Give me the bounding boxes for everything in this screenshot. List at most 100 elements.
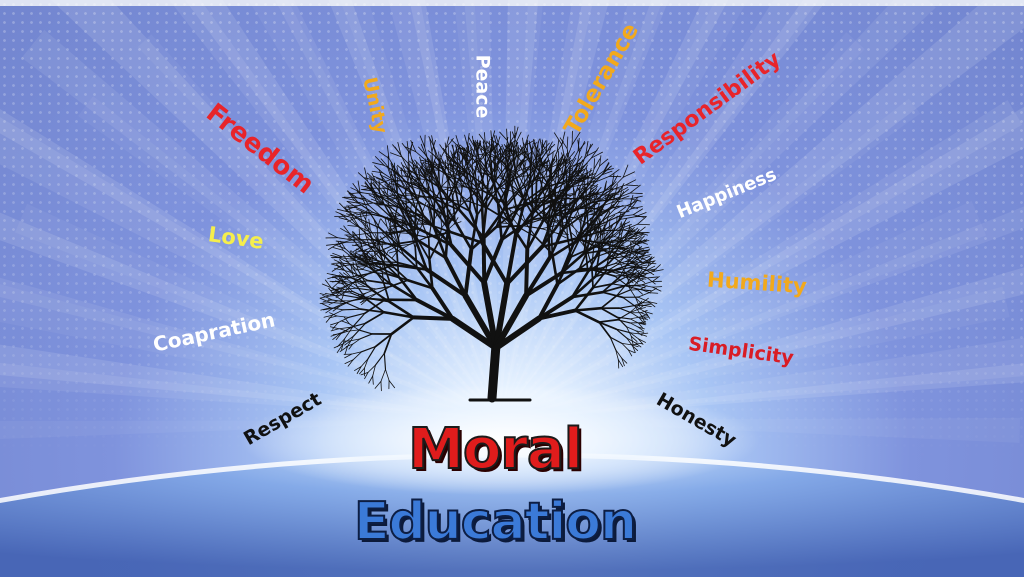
tree-branch: [475, 192, 488, 209]
tree-branch: [557, 169, 560, 184]
tree-branch: [476, 150, 482, 165]
tree-branch: [531, 196, 537, 208]
tree-branch: [504, 149, 508, 161]
tree-branch: [538, 150, 548, 163]
tree-branch: [388, 380, 396, 389]
tree-branch: [346, 216, 358, 223]
tree-branch: [343, 316, 350, 325]
light-ray: [500, 32, 865, 420]
tree-branch: [589, 168, 595, 184]
tree-branch: [601, 291, 624, 299]
tree-branch: [576, 208, 582, 222]
tree-branch: [372, 181, 380, 192]
tree-branch: [630, 206, 643, 210]
tree-branch: [548, 165, 551, 187]
tree-branch: [346, 205, 359, 211]
tree-branch: [636, 274, 647, 278]
tree-branch: [590, 184, 599, 190]
tree-branch: [466, 162, 473, 185]
tree-branch: [332, 303, 345, 309]
tree-branch: [517, 174, 526, 189]
tree-branch: [401, 177, 411, 192]
tree-branch: [613, 200, 620, 210]
tree-branch: [585, 250, 589, 273]
tree-branch: [621, 236, 634, 245]
tree-branch: [638, 264, 648, 268]
tree-branch: [420, 143, 426, 156]
tree-branch: [636, 241, 647, 245]
tree-branch: [613, 205, 624, 210]
tree-branch: [561, 161, 565, 175]
tree-branch: [619, 235, 630, 245]
tree-branch: [510, 173, 520, 192]
tree-branch: [390, 180, 402, 183]
tree-branch: [586, 143, 592, 157]
tree-branch: [630, 248, 640, 253]
tree-branch: [427, 191, 436, 212]
tree-branch: [640, 312, 649, 317]
tree-branch: [579, 197, 585, 208]
tree-branch: [635, 342, 644, 345]
tree-branch: [617, 234, 627, 244]
tree-branch: [449, 186, 465, 188]
tree-branch: [419, 196, 433, 198]
tree-branch: [390, 161, 396, 172]
tree-branch: [359, 308, 385, 314]
tree-branch: [633, 266, 647, 271]
tree-branch: [353, 322, 367, 337]
tree-branch: [620, 216, 636, 220]
tree-branch: [498, 144, 507, 158]
tree-branch: [646, 277, 656, 285]
tree-branch: [574, 168, 585, 175]
tree-branch: [639, 332, 649, 335]
light-ray: [500, 0, 749, 420]
tree-branch: [356, 213, 373, 218]
tree-branch: [447, 156, 457, 164]
tree-branch: [355, 274, 364, 279]
tree-branch: [339, 240, 346, 250]
tree-branch: [597, 238, 600, 256]
tree-branch: [597, 218, 601, 228]
tree-branch: [523, 148, 527, 159]
tree-branch: [593, 158, 601, 170]
tree-branch: [426, 231, 452, 239]
tree-branch: [636, 278, 645, 283]
tree-branch: [345, 215, 362, 221]
tree-branch: [392, 174, 402, 182]
tree-branch: [370, 177, 373, 192]
tree-branch: [508, 167, 511, 181]
tree-branch: [364, 221, 366, 233]
tree-branch: [420, 166, 426, 175]
tree-branch: [478, 133, 486, 143]
tree-branch: [410, 171, 426, 179]
tree-branch: [507, 182, 518, 194]
tree-branch: [646, 276, 658, 279]
tree-branch: [368, 205, 382, 217]
tree-branch: [555, 184, 569, 200]
tree-branch: [633, 258, 643, 268]
tree-branch: [622, 164, 629, 178]
tree-branch: [351, 244, 363, 247]
tree-branch: [458, 163, 470, 175]
tree-branch: [366, 172, 376, 181]
tree-branch: [641, 255, 651, 260]
tree-branch: [577, 187, 584, 197]
tree-branch: [555, 198, 557, 207]
tree-branch: [614, 271, 628, 274]
tree-branch: [578, 172, 580, 183]
tree-branch: [397, 218, 412, 225]
tree-branch: [625, 179, 637, 186]
tree-branch: [547, 150, 556, 157]
tree-branch: [418, 180, 429, 193]
tree-branch: [390, 316, 415, 336]
tree-branch: [359, 367, 365, 375]
tree-branch: [597, 228, 602, 238]
tree-branch: [546, 181, 552, 201]
tree-branch: [510, 163, 521, 174]
tree-branch: [618, 195, 630, 200]
tree-branch: [606, 211, 611, 222]
tree-branch: [438, 151, 440, 163]
tree-branch: [409, 153, 415, 170]
tree-branch: [585, 248, 593, 266]
tree-branch: [639, 333, 648, 337]
